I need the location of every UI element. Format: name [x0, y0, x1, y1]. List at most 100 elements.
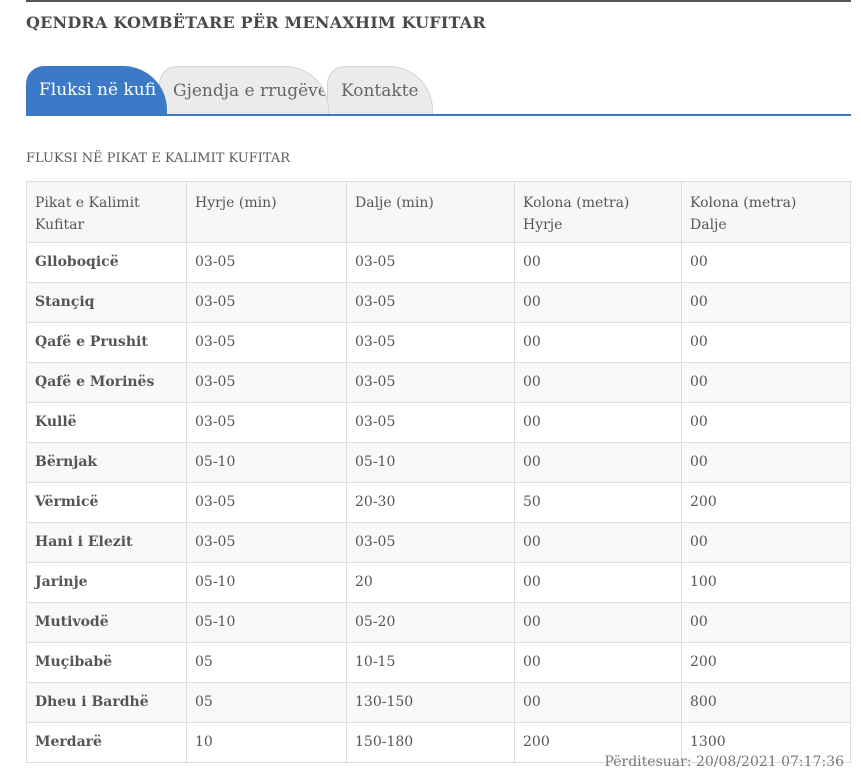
cell-entry-min: 05-10 [186, 562, 347, 603]
section-title: FLUKSI NË PIKAT E KALIMIT KUFITAR [26, 151, 291, 166]
cell-queue-exit: 00 [681, 322, 851, 363]
column-header-queue-entry: Kolona (metra) Hyrje [514, 181, 682, 243]
header-line: Hyrje (min) [195, 195, 277, 211]
cell-queue-exit: 00 [681, 402, 851, 443]
cell-queue-exit: 1300 [681, 722, 851, 763]
column-header-queue-exit: Kolona (metra) Dalje [681, 181, 851, 243]
column-header-exit-min: Dalje (min) [346, 181, 515, 243]
cell-queue-entry: 200 [514, 722, 682, 763]
table-row: Merdarë 10 150-180 200 1300 [26, 722, 851, 763]
cell-entry-min: 05-10 [186, 442, 347, 483]
header-line: Dalje [690, 217, 727, 233]
cell-crossing-point: Mutivodë [26, 602, 187, 643]
cell-crossing-point: Kullë [26, 402, 187, 443]
table-row: Dheu i Bardhë 05 130-150 00 800 [26, 682, 851, 723]
cell-queue-entry: 00 [514, 282, 682, 323]
cell-crossing-point: Stançiq [26, 282, 187, 323]
cell-entry-min: 03-05 [186, 362, 347, 403]
cell-queue-entry: 00 [514, 322, 682, 363]
table-row: Qafë e Morinës 03-05 03-05 00 00 [26, 362, 851, 403]
table-row: Vërmicë 03-05 20-30 50 200 [26, 482, 851, 523]
cell-exit-min: 20 [346, 562, 515, 603]
cell-entry-min: 03-05 [186, 482, 347, 523]
last-updated: Përditesuar: 20/08/2021 07:17:36 [604, 754, 844, 770]
cell-exit-min: 10-15 [346, 642, 515, 683]
cell-queue-entry: 00 [514, 402, 682, 443]
table-row: Qafë e Prushit 03-05 03-05 00 00 [26, 322, 851, 363]
cell-exit-min: 03-05 [346, 362, 515, 403]
cell-queue-entry: 00 [514, 602, 682, 643]
tab-underline [26, 114, 851, 116]
cell-crossing-point: Hani i Elezit [26, 522, 187, 563]
cell-queue-exit: 200 [681, 642, 851, 683]
cell-queue-entry: 00 [514, 642, 682, 683]
table-row: Hani i Elezit 03-05 03-05 00 00 [26, 522, 851, 563]
header-line: Kolona (metra) [523, 195, 630, 211]
header-line: Pikat e Kalimit [35, 195, 140, 211]
cell-queue-exit: 100 [681, 562, 851, 603]
column-header-crossing-point: Pikat e Kalimit Kufitar [26, 181, 187, 243]
cell-queue-exit: 00 [681, 442, 851, 483]
cell-entry-min: 05-10 [186, 602, 347, 643]
table-row: Muçibabë 05 10-15 00 200 [26, 642, 851, 683]
table-row: Jarinje 05-10 20 00 100 [26, 562, 851, 603]
table-row: Glloboqicë 03-05 03-05 00 00 [26, 242, 851, 283]
cell-crossing-point: Dheu i Bardhë [26, 682, 187, 723]
cell-crossing-point: Merdarë [26, 722, 187, 763]
border-flux-table: Pikat e Kalimit Kufitar Hyrje (min) Dalje… [26, 181, 851, 763]
cell-entry-min: 03-05 [186, 522, 347, 563]
header-line: Hyrje [523, 217, 563, 233]
cell-queue-exit: 200 [681, 482, 851, 523]
cell-entry-min: 03-05 [186, 322, 347, 363]
header-line: Kufitar [35, 217, 85, 233]
cell-crossing-point: Vërmicë [26, 482, 187, 523]
cell-queue-exit: 00 [681, 362, 851, 403]
cell-exit-min: 130-150 [346, 682, 515, 723]
cell-crossing-point: Muçibabë [26, 642, 187, 683]
cell-crossing-point: Bërnjak [26, 442, 187, 483]
cell-exit-min: 03-05 [346, 282, 515, 323]
cell-exit-min: 20-30 [346, 482, 515, 523]
cell-queue-exit: 00 [681, 602, 851, 643]
cell-exit-min: 03-05 [346, 522, 515, 563]
tab-bar: Kontakte Gjendja e rrugëve Fluksi në kuf… [26, 66, 851, 116]
cell-exit-min: 05-10 [346, 442, 515, 483]
cell-crossing-point: Qafë e Morinës [26, 362, 187, 403]
table-row: Mutivodë 05-10 05-20 00 00 [26, 602, 851, 643]
cell-crossing-point: Jarinje [26, 562, 187, 603]
cell-entry-min: 03-05 [186, 402, 347, 443]
cell-queue-exit: 800 [681, 682, 851, 723]
cell-exit-min: 03-05 [346, 402, 515, 443]
cell-queue-entry: 00 [514, 242, 682, 283]
table-row: Bërnjak 05-10 05-10 00 00 [26, 442, 851, 483]
cell-queue-entry: 00 [514, 522, 682, 563]
tab-road-conditions[interactable]: Gjendja e rrugëve [159, 66, 329, 114]
cell-queue-exit: 00 [681, 522, 851, 563]
cell-queue-exit: 00 [681, 242, 851, 283]
cell-entry-min: 05 [186, 682, 347, 723]
cell-queue-entry: 00 [514, 682, 682, 723]
tab-border-flux[interactable]: Fluksi në kufi [26, 66, 167, 114]
cell-crossing-point: Qafë e Prushit [26, 322, 187, 363]
table-row: Kullë 03-05 03-05 00 00 [26, 402, 851, 443]
page-title: QENDRA KOMBËTARE PËR MENAXHIM KUFITAR [26, 13, 486, 32]
cell-exit-min: 05-20 [346, 602, 515, 643]
cell-crossing-point: Glloboqicë [26, 242, 187, 283]
cell-queue-exit: 00 [681, 282, 851, 323]
cell-queue-entry: 00 [514, 362, 682, 403]
header-line: Kolona (metra) [690, 195, 797, 211]
cell-queue-entry: 00 [514, 562, 682, 603]
tab-contacts[interactable]: Kontakte [327, 66, 433, 114]
cell-entry-min: 05 [186, 642, 347, 683]
cell-exit-min: 03-05 [346, 242, 515, 283]
cell-exit-min: 150-180 [346, 722, 515, 763]
cell-entry-min: 10 [186, 722, 347, 763]
table-row: Stançiq 03-05 03-05 00 00 [26, 282, 851, 323]
table-header-row: Pikat e Kalimit Kufitar Hyrje (min) Dalje… [26, 181, 851, 243]
cell-exit-min: 03-05 [346, 322, 515, 363]
header-line: Dalje (min) [355, 195, 434, 211]
cell-queue-entry: 50 [514, 482, 682, 523]
cell-entry-min: 03-05 [186, 242, 347, 283]
top-divider [26, 0, 851, 2]
cell-queue-entry: 00 [514, 442, 682, 483]
